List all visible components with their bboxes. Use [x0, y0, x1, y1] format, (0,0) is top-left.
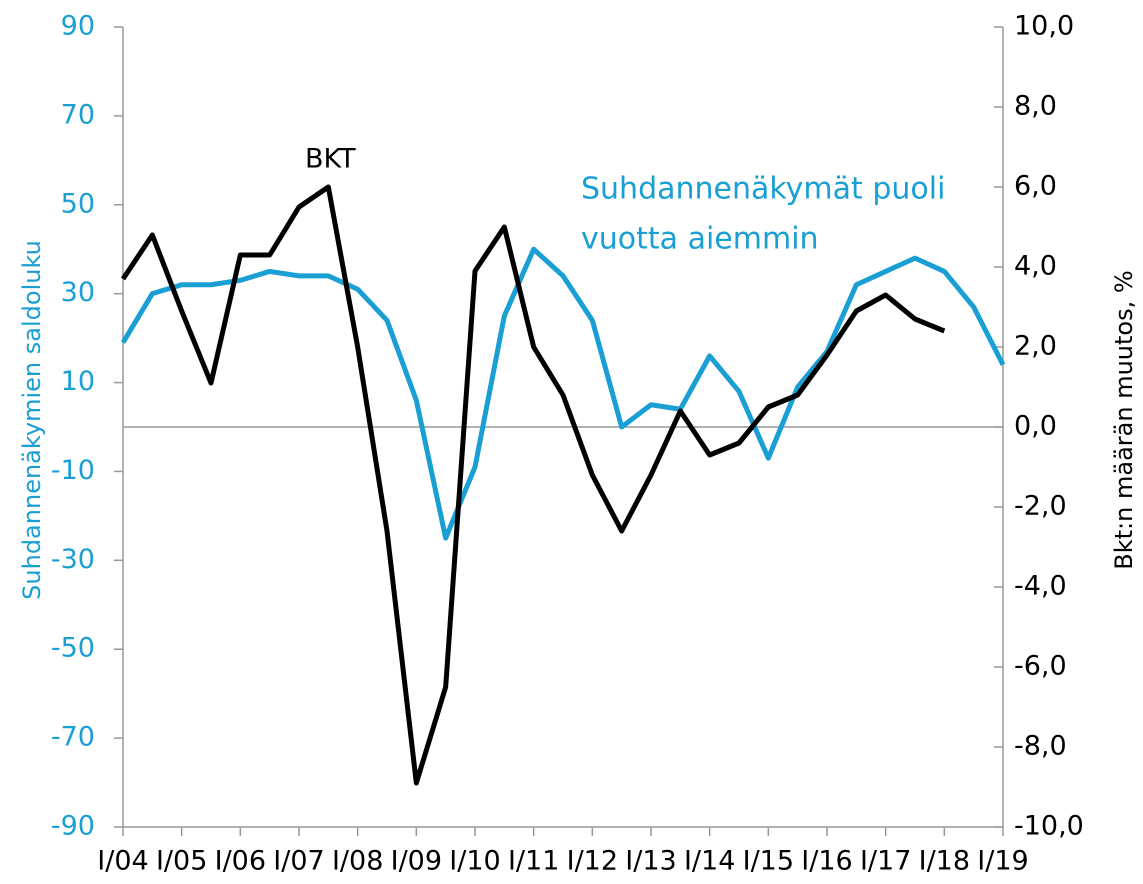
- x-tick-label: I/17: [860, 846, 911, 877]
- y2-tick-label: 2,0: [1014, 331, 1057, 362]
- x-tick-label: I/18: [919, 846, 970, 877]
- x-tick-label: I/07: [273, 846, 324, 877]
- x-tick-label: I/06: [215, 846, 266, 877]
- x-tick-label: I/09: [391, 846, 442, 877]
- y-tick-label: -70: [51, 722, 95, 753]
- y2-tick-label: -2,0: [1014, 491, 1067, 522]
- x-tick-label: I/11: [508, 846, 559, 877]
- y2-tick-label: -8,0: [1014, 731, 1067, 762]
- x-tick-label: I/05: [156, 846, 207, 877]
- y2-tick-label: -6,0: [1014, 651, 1067, 682]
- y2-tick-label: 10,0: [1014, 11, 1074, 42]
- annotation: Suhdannenäkymät puoli: [581, 172, 945, 207]
- y-tick-label: -10: [51, 455, 95, 486]
- y2-tick-label: 6,0: [1014, 171, 1057, 202]
- y2-axis-label: Bkt:n määrän muutos, %: [1110, 270, 1138, 569]
- x-tick-label: I/15: [743, 846, 794, 877]
- x-tick-label: I/10: [449, 846, 500, 877]
- annotation: vuotta aiemmin: [581, 222, 819, 257]
- y-tick-label: 50: [61, 188, 95, 219]
- y2-tick-label: -4,0: [1014, 571, 1067, 602]
- x-tick-label: I/12: [567, 846, 618, 877]
- y2-tick-label: 0,0: [1014, 411, 1057, 442]
- line-series: [120, 184, 946, 786]
- y-tick-label: 30: [61, 277, 95, 308]
- y-tick-label: 70: [61, 99, 95, 130]
- x-tick-label: I/08: [332, 846, 383, 877]
- x-tick-label: I/04: [97, 846, 148, 877]
- x-tick-label: I/16: [801, 846, 852, 877]
- x-tick-label: I/13: [625, 846, 676, 877]
- y2-tick-label: 8,0: [1014, 91, 1057, 122]
- y-axis-label: Suhdannenäkymien saldoluku: [18, 240, 46, 600]
- y-tick-label: -90: [51, 811, 95, 842]
- y-tick-label: -30: [51, 544, 95, 575]
- annotation: BKT: [305, 144, 356, 175]
- x-tick-label: I/14: [684, 846, 735, 877]
- y-tick-label: 10: [61, 366, 95, 397]
- y-tick-label: -50: [51, 633, 95, 664]
- x-tick-label: I/19: [977, 846, 1028, 877]
- line-series: [120, 246, 1006, 541]
- y2-tick-label: -10,0: [1014, 811, 1084, 842]
- y2-tick-label: 4,0: [1014, 251, 1057, 282]
- y-tick-label: 90: [61, 11, 95, 42]
